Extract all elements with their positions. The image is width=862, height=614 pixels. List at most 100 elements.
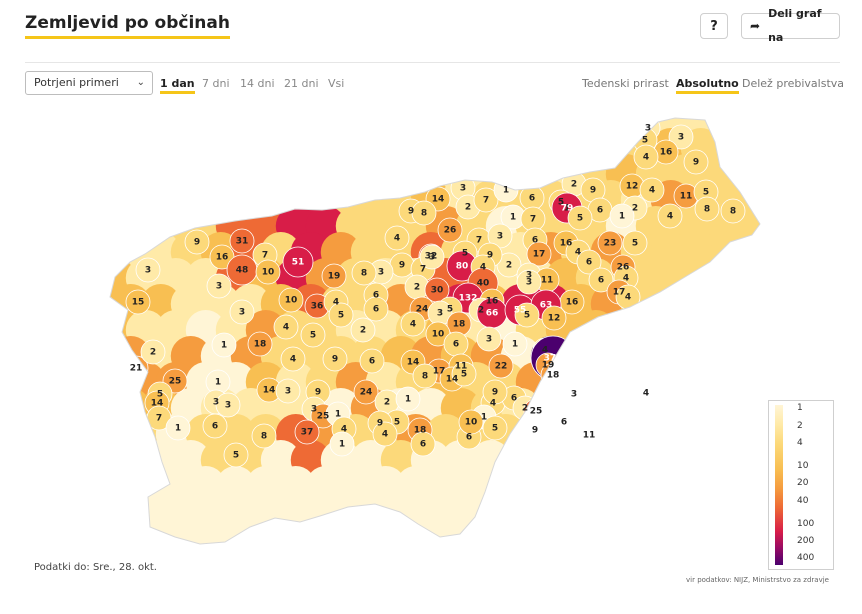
metric-select[interactable]: Potrjeni primeri ⌄ — [25, 71, 153, 95]
map-fill-cell — [305, 154, 346, 194]
municipality-value-label: 132 — [459, 294, 478, 304]
municipality-region[interactable] — [202, 413, 228, 439]
municipality-value-label: 6 — [532, 236, 538, 246]
municipality-region[interactable] — [526, 241, 552, 267]
municipality-region[interactable] — [451, 361, 477, 387]
municipality-region[interactable] — [622, 230, 648, 256]
period-tab-21-days[interactable]: 21 dni — [284, 77, 319, 90]
municipality-value-label: 2 — [506, 261, 512, 271]
map-fill-cell — [665, 518, 706, 544]
municipality-region[interactable] — [473, 187, 499, 213]
period-tab-all[interactable]: Vsi — [328, 77, 345, 90]
map-fill-cell — [650, 440, 691, 480]
municipality-region[interactable] — [275, 378, 301, 404]
municipality-value-label: 4 — [490, 399, 496, 409]
municipality-region[interactable] — [125, 289, 151, 315]
municipality-region[interactable] — [514, 302, 540, 328]
municipality-region[interactable] — [516, 269, 542, 295]
map-fill-cell — [620, 388, 661, 428]
municipality-region[interactable] — [329, 431, 355, 457]
municipality-region[interactable] — [694, 196, 720, 222]
municipality-region[interactable] — [482, 415, 508, 441]
municipality-region[interactable] — [502, 331, 528, 357]
municipality-region[interactable] — [282, 246, 314, 278]
municipality-region[interactable] — [384, 225, 410, 251]
period-tab-7-days[interactable]: 7 dni — [202, 77, 230, 90]
municipality-region[interactable] — [488, 353, 514, 379]
municipality-value-label: 2 — [478, 306, 484, 316]
municipality-region[interactable] — [251, 423, 277, 449]
municipality-region[interactable] — [633, 144, 659, 170]
municipality-region[interactable] — [412, 363, 438, 389]
header-divider — [25, 62, 840, 63]
municipality-region[interactable] — [482, 379, 508, 405]
municipality-value-label: 9 — [332, 355, 338, 365]
municipality-region[interactable] — [372, 421, 398, 447]
municipality-region[interactable] — [541, 305, 567, 331]
municipality-region[interactable] — [419, 244, 445, 270]
municipality-region[interactable] — [657, 203, 683, 229]
municipality-region[interactable] — [410, 431, 436, 457]
municipality-region[interactable] — [300, 322, 326, 348]
municipality-region[interactable] — [140, 339, 166, 365]
municipality-region[interactable] — [280, 346, 306, 372]
municipality-region[interactable] — [328, 302, 354, 328]
municipality-region[interactable] — [353, 379, 379, 405]
share-button[interactable]: ➦ Deli graf na — [741, 7, 840, 44]
municipality-region[interactable] — [273, 314, 299, 340]
municipality-region[interactable] — [437, 217, 463, 243]
municipality-region[interactable] — [135, 257, 161, 283]
municipality-region[interactable] — [668, 124, 694, 150]
municipality-value-label: 1 — [339, 440, 345, 450]
municipality-region[interactable] — [458, 409, 484, 435]
municipality-value-label: 23 — [604, 239, 617, 249]
mode-tab-absolute[interactable]: Absolutno — [676, 77, 739, 94]
municipality-region[interactable] — [184, 229, 210, 255]
municipality-region[interactable] — [229, 299, 255, 325]
municipality-value-label: 4 — [382, 430, 388, 440]
municipality-region[interactable] — [639, 177, 665, 203]
municipality-region[interactable] — [321, 263, 347, 289]
municipality-region[interactable] — [576, 249, 602, 275]
municipality-region[interactable] — [211, 332, 237, 358]
municipality-value-label: 5 — [233, 451, 239, 461]
municipality-region[interactable] — [215, 392, 241, 418]
municipality-region[interactable] — [294, 419, 320, 445]
municipality-region[interactable] — [206, 273, 232, 299]
map-fill-cell — [665, 466, 706, 506]
municipality-region[interactable] — [476, 326, 502, 352]
municipality-region[interactable] — [411, 200, 437, 226]
municipality-region[interactable] — [683, 149, 709, 175]
municipality-region[interactable] — [350, 317, 376, 343]
municipality-region[interactable] — [359, 348, 385, 374]
municipality-value-label: 14 — [446, 375, 459, 385]
municipality-region[interactable] — [229, 228, 255, 254]
municipality-region[interactable] — [597, 230, 623, 256]
municipality-region[interactable] — [165, 415, 191, 441]
municipality-region[interactable] — [720, 198, 746, 224]
municipality-value-label: 12 — [548, 314, 561, 324]
municipality-value-label: 11 — [455, 362, 468, 372]
municipality-region[interactable] — [322, 346, 348, 372]
municipality-value-label: 8 — [261, 432, 267, 442]
help-button[interactable]: ? — [700, 13, 728, 39]
municipality-region[interactable] — [247, 331, 273, 357]
map-fill-cell — [110, 118, 136, 142]
municipality-region[interactable] — [278, 287, 304, 313]
municipality-region[interactable] — [255, 259, 281, 285]
municipality-value-label: 7 — [262, 251, 268, 261]
municipality-region[interactable] — [363, 296, 389, 322]
municipality-region[interactable] — [223, 442, 249, 468]
mode-tab-population-share[interactable]: Delež prebivalstva — [742, 77, 845, 90]
municipality-region[interactable] — [395, 386, 421, 412]
map-fill-cell — [530, 492, 571, 532]
period-tab-1-day[interactable]: 1 dan — [160, 77, 195, 94]
municipality-region[interactable] — [588, 267, 614, 293]
municipality-region[interactable] — [567, 205, 593, 231]
map-fill-cell — [275, 118, 316, 142]
mode-tab-weekly-growth[interactable]: Tedenski prirast — [582, 77, 669, 90]
period-tab-14-days[interactable]: 14 dni — [240, 77, 275, 90]
municipality-region[interactable] — [400, 311, 426, 337]
municipality-region[interactable] — [351, 260, 377, 286]
municipality-region[interactable] — [609, 203, 635, 229]
